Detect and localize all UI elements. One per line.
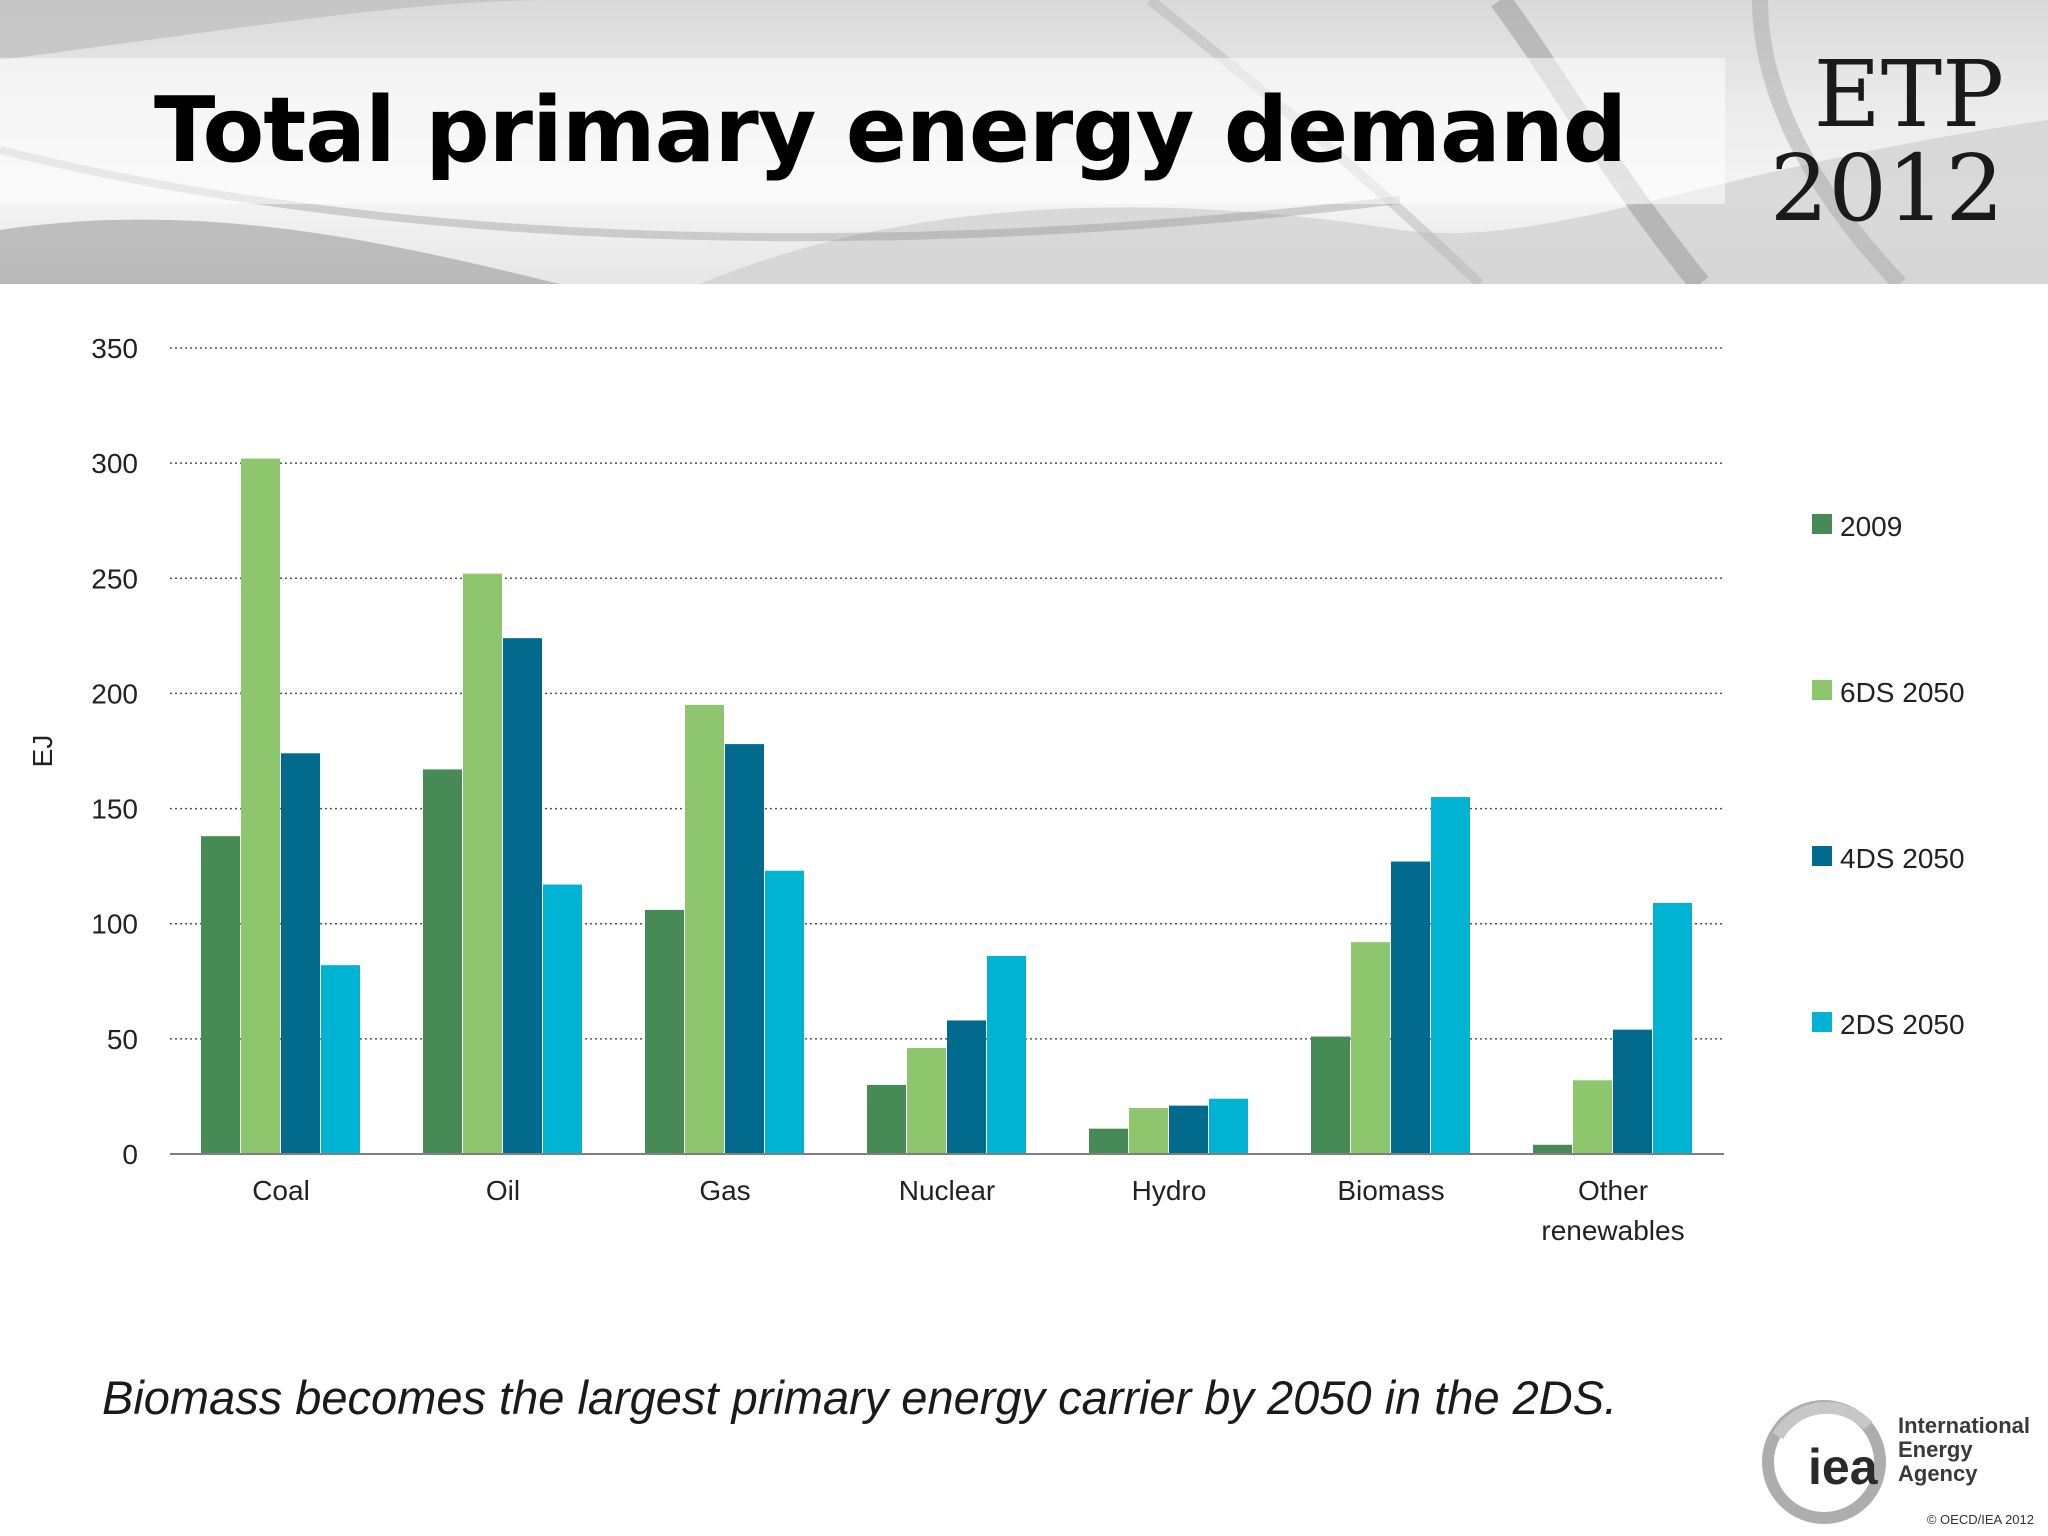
bar-coal-2009 <box>201 836 240 1154</box>
grid-lines <box>170 347 1724 1040</box>
bar-gas-2ds-2050 <box>765 870 804 1154</box>
category-label: Gas <box>699 1175 750 1206</box>
legend-swatch <box>1812 514 1832 534</box>
bar-biomass-4ds-2050 <box>1391 861 1430 1154</box>
category-label: Hydro <box>1132 1175 1207 1206</box>
y-axis-label: EJ <box>27 735 58 768</box>
bar-other-renewables-4ds-2050 <box>1613 1029 1652 1154</box>
copyright-notice: © OECD/IEA 2012 <box>1926 1512 2034 1527</box>
iea-name-line1: International <box>1898 1413 2031 1438</box>
bar-hydro-4ds-2050 <box>1169 1105 1208 1154</box>
legend-label: 2009 <box>1840 511 1902 542</box>
bar-nuclear-4ds-2050 <box>947 1020 986 1154</box>
y-axis-ticks: 0 50 100 150 200 250 300 350 <box>91 333 138 1170</box>
bar-hydro-6ds-2050 <box>1129 1107 1168 1154</box>
bar-gas-2009 <box>645 909 684 1154</box>
bar-coal-6ds-2050 <box>241 458 280 1155</box>
iea-mark-text: iea <box>1808 1439 1879 1495</box>
bar-oil-4ds-2050 <box>503 638 542 1154</box>
bar-biomass-2ds-2050 <box>1431 797 1470 1154</box>
bar-other-renewables-2009 <box>1533 1144 1572 1154</box>
category-label: Other <box>1578 1175 1648 1206</box>
bar-chart: 0 50 100 150 200 250 300 350 Coal Oil Gas Nuclear H… <box>27 333 1965 1246</box>
category-label: Coal <box>252 1175 310 1206</box>
iea-name-line2: Energy Agency <box>1898 1437 1978 1486</box>
bar-coal-4ds-2050 <box>281 753 320 1154</box>
legend-label: 2DS 2050 <box>1840 1009 1965 1040</box>
bar-coal-2ds-2050 <box>321 965 360 1154</box>
bar-nuclear-6ds-2050 <box>907 1048 946 1154</box>
legend-swatch <box>1812 680 1832 700</box>
bar-oil-2ds-2050 <box>543 884 582 1154</box>
y-tick-label: 350 <box>91 333 138 364</box>
legend: 2009 6DS 2050 4DS 2050 2DS 2050 <box>1812 511 1965 1040</box>
category-label: Nuclear <box>899 1175 995 1206</box>
y-tick-label: 50 <box>107 1024 138 1055</box>
bars <box>201 458 1692 1155</box>
title-panel <box>0 58 1725 204</box>
legend-label: 6DS 2050 <box>1840 677 1965 708</box>
legend-swatch <box>1812 1012 1832 1032</box>
category-label: Oil <box>486 1175 520 1206</box>
bar-hydro-2009 <box>1089 1128 1128 1154</box>
category-labels: Coal Oil Gas Nuclear Hydro Biomass Other renewa… <box>252 1175 1684 1246</box>
category-label: renewables <box>1541 1215 1684 1246</box>
bar-nuclear-2ds-2050 <box>987 955 1026 1154</box>
iea-name: International Energy Agency <box>1898 1414 2048 1486</box>
y-tick-label: 200 <box>91 678 138 709</box>
bar-other-renewables-2ds-2050 <box>1653 902 1692 1154</box>
slide-caption: Biomass becomes the largest primary ener… <box>102 1371 1618 1424</box>
bar-nuclear-2009 <box>867 1084 906 1154</box>
bar-gas-6ds-2050 <box>685 704 724 1154</box>
header-banner: Total primary energy demand ETP 2012 <box>0 0 2048 284</box>
bar-gas-4ds-2050 <box>725 744 764 1154</box>
etp-logo-line1: ETP <box>1813 41 2004 148</box>
iea-logo-mark: iea <box>1762 1400 1886 1524</box>
legend-swatch <box>1812 846 1832 866</box>
bar-oil-6ds-2050 <box>463 573 502 1154</box>
etp-logo: ETP 2012 <box>1770 48 2004 236</box>
y-tick-label: 250 <box>91 563 138 594</box>
y-tick-label: 150 <box>91 794 138 825</box>
category-label: Biomass <box>1337 1175 1444 1206</box>
bar-oil-2009 <box>423 769 462 1154</box>
bar-hydro-2ds-2050 <box>1209 1098 1248 1154</box>
legend-label: 4DS 2050 <box>1840 843 1965 874</box>
page-title: Total primary energy demand <box>154 78 1627 183</box>
bar-other-renewables-6ds-2050 <box>1573 1080 1612 1154</box>
bar-biomass-6ds-2050 <box>1351 942 1390 1154</box>
y-tick-label: 300 <box>91 448 138 479</box>
y-tick-label: 0 <box>122 1139 138 1170</box>
bar-biomass-2009 <box>1311 1036 1350 1154</box>
y-tick-label: 100 <box>91 909 138 940</box>
etp-logo-line2: 2012 <box>1769 135 2004 242</box>
